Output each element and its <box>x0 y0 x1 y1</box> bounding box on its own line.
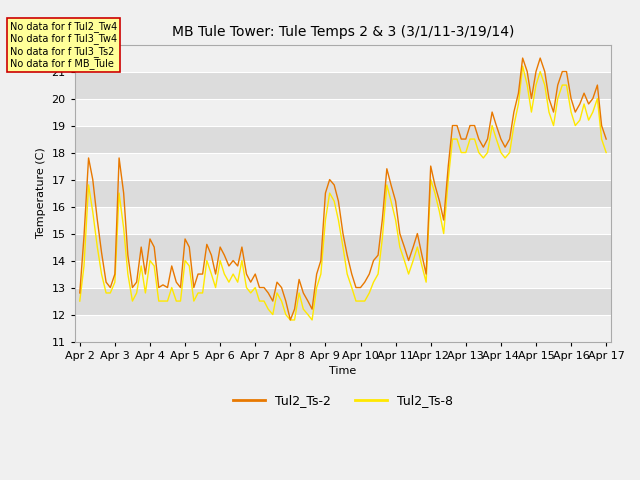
Title: MB Tule Tower: Tule Temps 2 & 3 (3/1/11-3/19/14): MB Tule Tower: Tule Temps 2 & 3 (3/1/11-… <box>172 25 514 39</box>
Bar <box>74 180 611 206</box>
X-axis label: Time: Time <box>330 366 356 376</box>
Bar <box>74 234 611 261</box>
Bar <box>74 45 611 72</box>
Bar <box>74 314 611 342</box>
Bar <box>74 206 611 234</box>
Y-axis label: Temperature (C): Temperature (C) <box>36 148 45 239</box>
Bar <box>74 72 611 98</box>
Bar <box>74 153 611 180</box>
Bar <box>74 98 611 126</box>
Legend: Tul2_Ts-2, Tul2_Ts-8: Tul2_Ts-2, Tul2_Ts-8 <box>228 390 458 412</box>
Bar <box>74 288 611 314</box>
Bar <box>74 126 611 153</box>
Text: No data for f Tul2_Tw4
No data for f Tul3_Tw4
No data for f Tul3_Ts2
No data for: No data for f Tul2_Tw4 No data for f Tul… <box>10 21 117 69</box>
Bar <box>74 261 611 288</box>
